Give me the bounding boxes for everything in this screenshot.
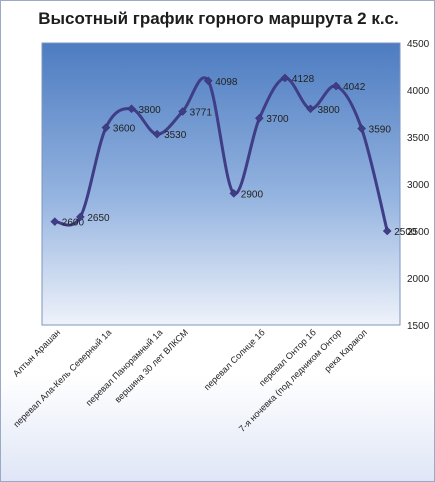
data-label: 3800: [139, 105, 162, 116]
data-point-marker: [229, 189, 239, 198]
data-point-marker: [178, 107, 187, 116]
y-tick-label: 4000: [407, 86, 430, 97]
data-point-marker: [152, 129, 162, 139]
data-label: 4042: [343, 82, 366, 93]
data-label: 3771: [190, 108, 213, 119]
data-point-marker: [331, 81, 341, 91]
y-tick-label: 1500: [407, 321, 430, 332]
data-label: 3530: [164, 130, 187, 141]
y-tick-label: 4500: [407, 39, 430, 50]
data-point-marker: [127, 104, 136, 114]
data-label: 2900: [241, 189, 264, 200]
data-point-marker: [382, 226, 392, 236]
data-label: 2500: [394, 227, 417, 238]
data-label: 3600: [113, 124, 136, 135]
data-point-marker: [280, 73, 290, 83]
y-tick-label: 3000: [407, 180, 430, 191]
y-tick-label: 2000: [407, 274, 430, 285]
data-label: 3800: [318, 105, 341, 116]
x-category-label: Алтын Арашан: [11, 327, 62, 378]
data-point-marker: [306, 104, 315, 114]
data-point-marker: [76, 212, 85, 222]
data-label: 3590: [369, 125, 392, 136]
x-category-label: перевал Ала-Кель Северный 1а: [11, 327, 113, 429]
data-point-marker: [101, 123, 111, 132]
data-label: 2650: [87, 213, 110, 224]
data-label: 4128: [292, 74, 315, 85]
y-tick-label: 2500: [407, 227, 430, 238]
data-label: 2600: [62, 218, 85, 229]
chart-title: Высотный график горного маршрута 2 к.с.: [38, 9, 399, 28]
data-point-marker: [255, 113, 264, 123]
y-tick-label: 3500: [407, 133, 430, 144]
data-point-marker: [203, 76, 213, 86]
data-point-marker: [357, 124, 366, 133]
data-label: 3700: [266, 114, 289, 125]
data-label: 4098: [215, 77, 238, 88]
data-point-marker: [50, 217, 60, 226]
